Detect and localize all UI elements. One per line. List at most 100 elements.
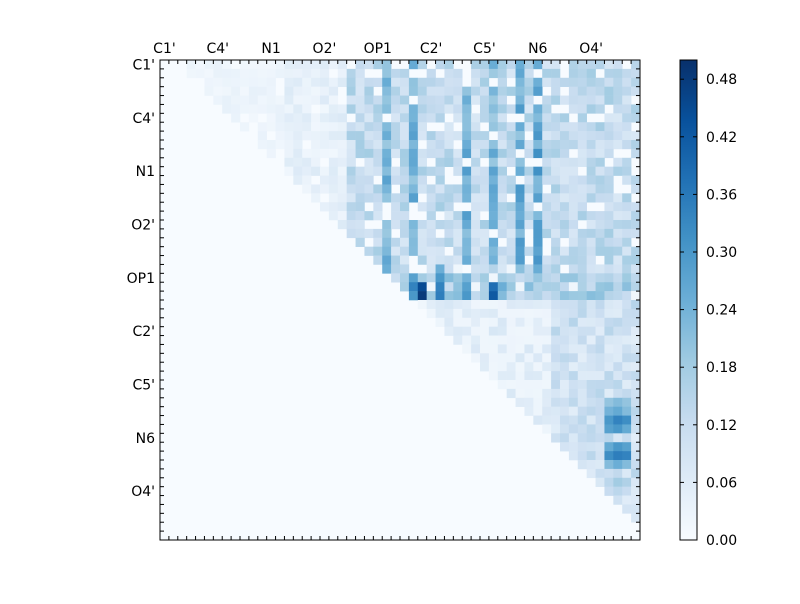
- heatmap-cell: [595, 246, 605, 256]
- heatmap-cell: [524, 388, 534, 399]
- heatmap-cell: [488, 211, 499, 221]
- heatmap-cell: [613, 202, 623, 212]
- heatmap-cell: [560, 308, 570, 319]
- heatmap-cell: [462, 148, 472, 159]
- heatmap-cell: [497, 140, 507, 150]
- heatmap-cell: [320, 104, 330, 114]
- heatmap-cell: [551, 353, 561, 363]
- heatmap-cell: [542, 202, 552, 212]
- heatmap-cell: [364, 211, 374, 221]
- heatmap-cell: [622, 220, 632, 230]
- heatmap-cell: [551, 211, 561, 221]
- heatmap-cell: [604, 273, 614, 283]
- heatmap-cell: [542, 335, 552, 345]
- heatmap-cell: [577, 424, 587, 434]
- heatmap-cell: [613, 60, 623, 70]
- heatmap-cell: [311, 193, 321, 203]
- heatmap-cell: [417, 237, 427, 247]
- heatmap-cell: [542, 380, 552, 390]
- heatmap-cell: [524, 362, 534, 372]
- heatmap-cell: [506, 228, 516, 239]
- heatmap-cell: [302, 131, 312, 141]
- heatmap-cell: [551, 264, 561, 274]
- heatmap-cell: [542, 424, 552, 434]
- heatmap-cell: [488, 86, 499, 96]
- heatmap-cell: [533, 60, 543, 70]
- heatmap-cell: [453, 184, 463, 194]
- heatmap-cell: [275, 113, 285, 123]
- heatmap-cell: [302, 113, 312, 123]
- heatmap-cell: [524, 60, 534, 70]
- heatmap-cell: [542, 175, 552, 185]
- heatmap-cell: [533, 344, 543, 354]
- heatmap-cell: [604, 468, 614, 479]
- heatmap-cell: [533, 184, 543, 194]
- heatmap-cell: [480, 308, 490, 319]
- heatmap-cell: [515, 140, 525, 150]
- heatmap-cell: [506, 291, 516, 301]
- heatmap-cell: [417, 122, 427, 132]
- heatmap-cell: [328, 157, 339, 167]
- heatmap-cell: [586, 344, 596, 354]
- heatmap-cell: [497, 122, 507, 132]
- heatmap-cell: [542, 397, 552, 407]
- heatmap-cell: [568, 211, 579, 221]
- heatmap-cell: [515, 282, 525, 292]
- heatmap-cell: [373, 113, 383, 123]
- heatmap-cell: [586, 237, 596, 247]
- heatmap-cell: [337, 60, 347, 70]
- heatmap-cell: [275, 122, 285, 132]
- heatmap-cell: [568, 131, 579, 141]
- heatmap-cell: [426, 282, 436, 292]
- heatmap-cell: [488, 175, 499, 185]
- x-tick-label: O2': [313, 41, 337, 57]
- heatmap-cell: [426, 104, 436, 114]
- heatmap-cell: [302, 77, 312, 87]
- heatmap-cell: [586, 335, 596, 345]
- heatmap-cell: [577, 113, 587, 123]
- heatmap-cell: [533, 166, 543, 176]
- heatmap-cell: [328, 184, 339, 194]
- heatmap-cell: [480, 104, 490, 114]
- heatmap-cell: [400, 166, 410, 176]
- heatmap-cell: [533, 86, 543, 96]
- heatmap-cell: [408, 157, 419, 167]
- heatmap-cell: [586, 424, 596, 434]
- heatmap-cell: [586, 122, 596, 132]
- heatmap-cell: [444, 140, 454, 150]
- heatmap-cell: [471, 255, 481, 265]
- heatmap-cell: [631, 380, 641, 390]
- heatmap-cell: [355, 131, 365, 141]
- heatmap-cell: [533, 148, 543, 159]
- heatmap-cell: [444, 264, 454, 274]
- heatmap-cell: [355, 211, 365, 221]
- heatmap-cell: [542, 371, 552, 381]
- heatmap-cell: [488, 308, 499, 319]
- heatmap-cell: [444, 220, 454, 230]
- heatmap-cell: [497, 380, 507, 390]
- heatmap-cell: [373, 166, 383, 176]
- heatmap-cell: [400, 148, 410, 159]
- heatmap-cell: [515, 131, 525, 141]
- heatmap-cell: [408, 86, 419, 96]
- heatmap-cell: [373, 246, 383, 256]
- heatmap-cell: [293, 175, 303, 185]
- heatmap-cell: [613, 220, 623, 230]
- heatmap-cell: [577, 415, 587, 425]
- heatmap-cell: [613, 460, 623, 470]
- heatmap-cell: [382, 77, 392, 87]
- heatmap-cell: [444, 326, 454, 336]
- heatmap-cell: [355, 104, 365, 114]
- heatmap-cell: [595, 95, 605, 105]
- heatmap-cell: [622, 504, 632, 514]
- heatmap-cell: [577, 68, 587, 79]
- heatmap-cell: [257, 95, 267, 105]
- heatmap-cell: [391, 140, 401, 150]
- heatmap-cell: [426, 300, 436, 310]
- heatmap-cell: [373, 95, 383, 105]
- heatmap-cell: [231, 86, 241, 96]
- heatmap-cell: [248, 95, 259, 105]
- heatmap-cell: [577, 157, 587, 167]
- heatmap-cell: [604, 362, 614, 372]
- heatmap-cell: [586, 388, 596, 399]
